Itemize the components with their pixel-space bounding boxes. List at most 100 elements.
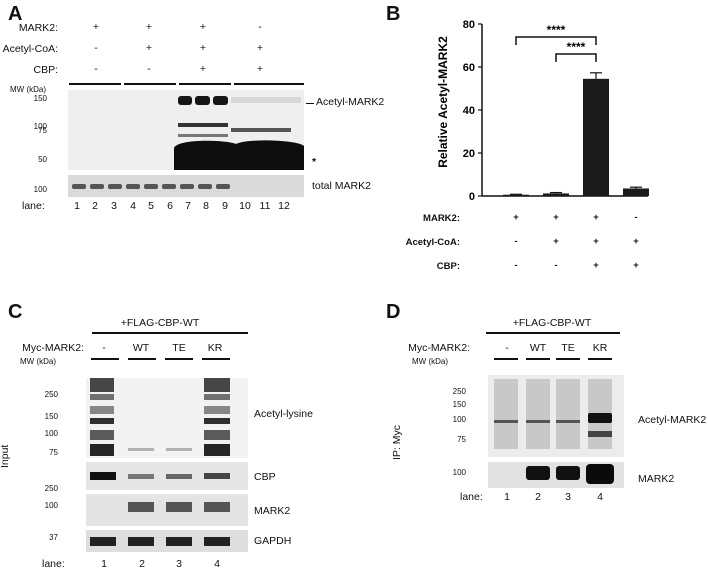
lane-group-line [179,83,231,85]
header-line [92,332,248,334]
lane-number: 3 [111,200,117,212]
lane-number: 1 [101,558,107,570]
significance-stars: **** [567,40,586,54]
panel-c-row-label: Myc-MARK2: [22,342,84,354]
panel-a-sign: - [94,42,98,54]
panel-a-sign: + [92,21,100,33]
y-tick-label: 20 [463,148,475,160]
significance-bracket [515,36,597,45]
panel-d-row-label: Myc-MARK2: [408,342,470,354]
panel-a-sign: + [145,21,153,33]
cbp-blot [86,462,248,490]
lane-number: 3 [565,491,571,503]
lane-number: 4 [130,200,136,212]
panel-b-row-label-cbp: CBP: [436,261,460,272]
mark2-ip-label: MARK2 [638,473,675,485]
mw-marker: 100 [44,429,58,438]
panel-a-letter: A [8,3,23,25]
mw-marker: 50 [38,155,47,164]
significance-bracket [555,53,597,62]
acetyl-mark2-label: Acetyl-MARK2 [316,96,385,108]
asterisk: * [312,156,317,168]
bar [583,78,609,196]
significance-stars: **** [547,23,566,37]
mw-label: MW (kDa) [412,357,448,366]
chart-axes [481,24,648,197]
y-tick-label: 0 [469,191,475,203]
bar [543,193,569,196]
panel-b-sign: + [553,212,559,223]
y-tick-label: 60 [463,62,475,74]
panel-a-sign: + [199,63,207,75]
panel-a-row-label-cbp: CBP: [33,64,58,76]
panel-b-sign: + [553,236,559,247]
acetyl-lysine-label: Acetyl-lysine [254,408,313,420]
lane-number: 9 [222,200,228,212]
panel-b-sign: + [633,260,639,271]
mark2-label: MARK2 [254,505,291,517]
mw-marker: 150 [452,400,466,409]
lane-number: 5 [148,200,154,212]
lane-group-line [124,83,176,85]
panel-b-letter: B [386,3,401,25]
significance-brackets: ******** [515,23,597,62]
lane-line [91,358,119,360]
panel-a-row-label-mark2: MARK2: [18,22,58,34]
label-tick [306,103,314,104]
mw-marker: 250 [44,390,58,399]
condition-label: WT [132,342,150,354]
panel-b-row-label-mark2: MARK2: [423,213,460,224]
lane-line [556,358,580,360]
panel-a-sign: + [145,42,153,54]
mw-marker: 100 [33,185,47,194]
acetyl-mark2-blot [68,90,304,170]
condition-label: KR [207,342,223,354]
lane-number: 10 [239,200,251,212]
condition-label: - [505,342,509,354]
y-tick-label: 40 [463,105,475,117]
lane-line [588,358,612,360]
panel-b-sign: - [514,236,518,247]
mark2-ip-blot [488,462,624,488]
mw-marker: 250 [452,387,466,396]
lane-number: 1 [74,200,80,212]
panel-b-sign: + [593,260,599,271]
panel-b-sign: + [593,212,599,223]
lane-number: 1 [504,491,510,503]
lane-group-line [234,83,304,85]
mw-marker: 75 [457,435,466,444]
lane-line [202,358,230,360]
acetyl-mark2-ip-label: Acetyl-MARK2 [638,414,707,426]
bar-group [503,72,649,196]
condition-label: WT [529,342,547,354]
panel-b-row-label-acetylcoa: Acetyl-CoA: [405,237,460,248]
bar [503,194,529,196]
panel-a-sign: + [199,21,207,33]
mw-marker: 75 [38,126,47,135]
lane-line [165,358,193,360]
panel-a-sign: + [256,63,264,75]
panel-b-sign: - [514,260,518,271]
panel-b-sign: + [513,212,519,223]
lane-group-line [69,83,121,85]
mw-marker: 100 [452,468,466,477]
condition-label: TE [561,342,575,354]
y-tick-label: 80 [463,19,475,31]
lane-number: 7 [185,200,191,212]
condition-label: TE [172,342,186,354]
total-mark2-label: total MARK2 [312,180,371,192]
lane-line [128,358,156,360]
condition-label: - [102,342,106,354]
lane-number: 4 [214,558,220,570]
panel-d-header: +FLAG-CBP-WT [512,317,592,329]
lane-number: 6 [167,200,173,212]
input-side-label: Input [0,444,11,468]
panel-c-letter: C [8,301,23,323]
panel-a-sign: - [94,63,98,75]
panel-b-sign: - [634,212,638,223]
lane-line [494,358,518,360]
panel-d-letter: D [386,301,401,323]
lane-number: 12 [278,200,290,212]
mw-marker: 100 [44,501,58,510]
